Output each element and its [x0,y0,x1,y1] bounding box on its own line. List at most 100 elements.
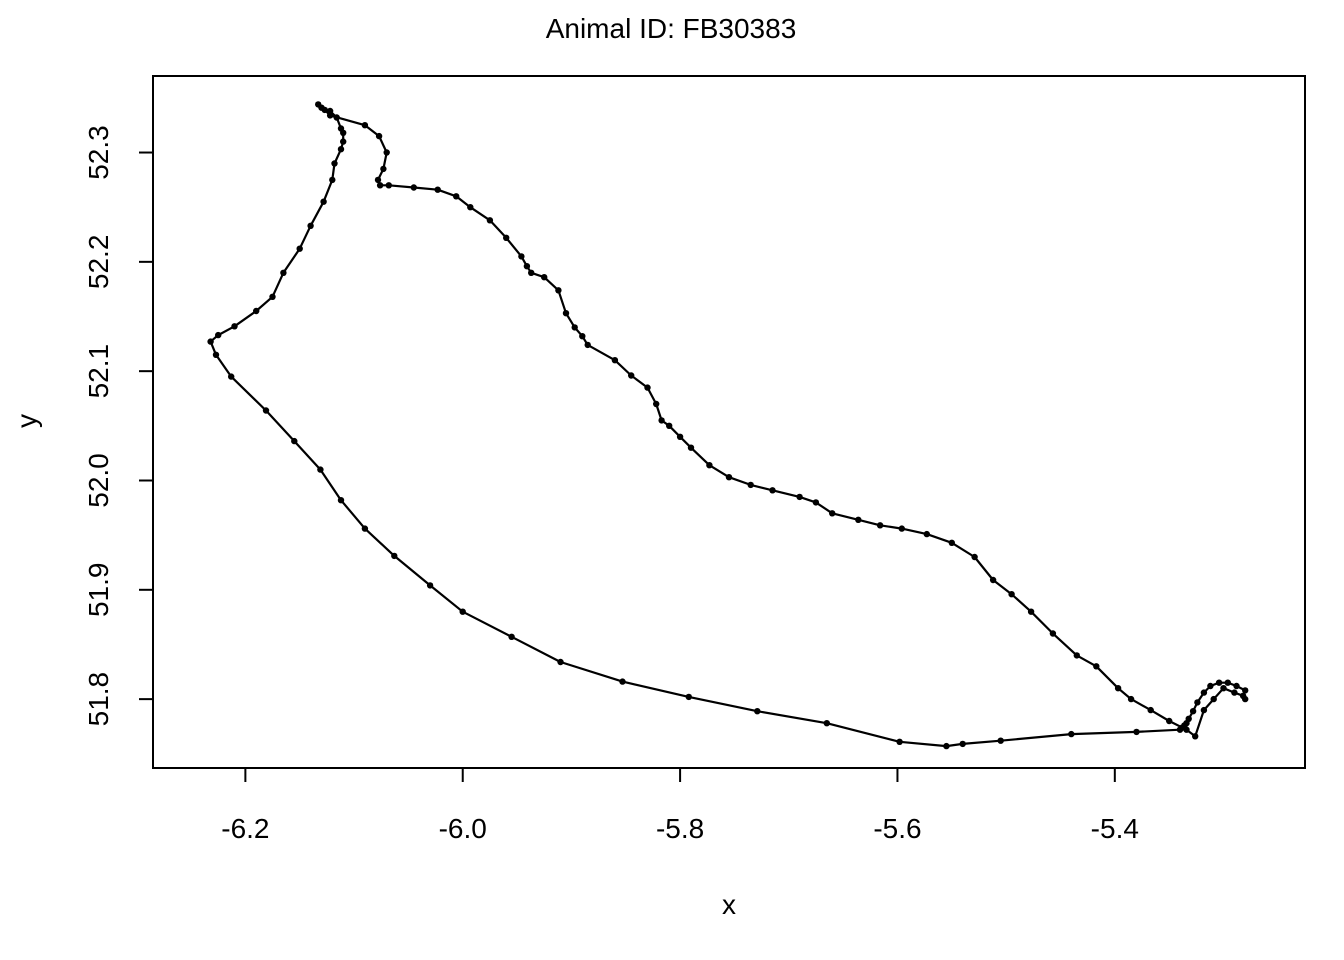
track-point [896,738,903,745]
track-point [676,433,684,440]
track-point [383,149,390,156]
y-tick-label: 52.0 [83,453,114,508]
x-tick-label: -5.4 [1091,813,1139,844]
track-point [943,742,950,750]
track-point [584,341,591,349]
track-point [823,720,830,727]
x-tick-label: -6.0 [439,813,487,844]
track-point [486,217,494,224]
track-point [1176,726,1184,733]
track-point [518,253,525,260]
track-point [212,351,220,358]
track-point [296,245,303,252]
track-point [628,372,635,379]
track-point [1068,730,1075,738]
track-point [971,553,978,561]
track-point [385,182,392,189]
track-point [317,466,324,473]
track-point [375,132,383,140]
y-tick-label: 52.1 [83,344,114,399]
track-point [619,678,626,685]
track-point [331,160,338,167]
x-axis: -6.2 -6.0 -5.8 -5.6 -5.4 [221,767,1139,844]
track-point [1242,687,1249,694]
track-point [948,539,955,546]
track-point [1049,630,1057,637]
track-point [829,510,836,517]
track-point [959,740,966,748]
track-point [1215,679,1223,686]
track-point [812,499,820,506]
track-point [653,400,660,408]
track-point [1224,679,1232,686]
track-point [658,417,665,424]
x-tick-label: -6.2 [221,813,269,844]
track-point [340,138,347,145]
y-tick-label: 52.2 [83,235,114,290]
track-point [611,357,619,364]
track-point [571,324,578,331]
track-point [1093,663,1100,670]
plot-frame [152,75,1306,769]
track-point [562,310,570,317]
track-point [685,693,692,701]
track-point [453,193,460,200]
track-point [1166,717,1173,725]
track-point [1200,689,1208,696]
x-axis-label: x [722,889,736,920]
x-tick-label: -5.6 [873,813,921,844]
track-point [291,437,298,445]
track-point [644,384,651,391]
track-point [997,737,1004,744]
track-point [1210,695,1217,703]
track-point [541,274,548,281]
track-point [1220,685,1227,692]
y-tick-label: 52.3 [83,125,114,180]
track-point [1242,695,1249,703]
y-axis: 51.8 51.9 52.0 52.1 52.2 52.3 [83,125,154,727]
x-tick-label: -5.8 [656,813,704,844]
track-point [361,525,369,532]
track-point [280,269,287,276]
track-point [1192,733,1199,740]
track-point [1231,689,1238,696]
track-point [337,125,345,132]
track-point [989,576,997,584]
track-point [555,287,562,294]
track-point [307,222,314,229]
track-point [1200,706,1208,714]
track-point [333,114,340,121]
track-point [326,107,334,115]
track-point [337,146,345,153]
track-point [1147,706,1154,714]
track-point [215,331,222,339]
track-point [855,516,862,523]
track-point [557,658,564,666]
track-point [253,307,260,315]
series-track [207,101,1249,750]
track-point [1127,695,1135,703]
track-point [1027,608,1035,615]
track-point [579,333,586,340]
track-point [376,182,384,189]
y-axis-label: y [11,414,42,428]
track-point [231,323,238,330]
track-point [769,487,776,494]
y-tick-label: 51.8 [83,672,114,727]
track-point [426,582,434,589]
y-tick-label: 51.9 [83,563,114,618]
track-point [923,530,930,538]
track-point [503,234,510,241]
track-point [337,497,345,504]
track-point [326,112,334,119]
track-point [725,474,733,481]
track-point [796,493,803,501]
track-point [467,204,474,211]
track-point [1233,682,1240,690]
track-point [898,525,905,532]
track-point [523,263,531,270]
track-point [434,186,441,193]
track-point [754,708,761,715]
track-point [321,106,328,114]
